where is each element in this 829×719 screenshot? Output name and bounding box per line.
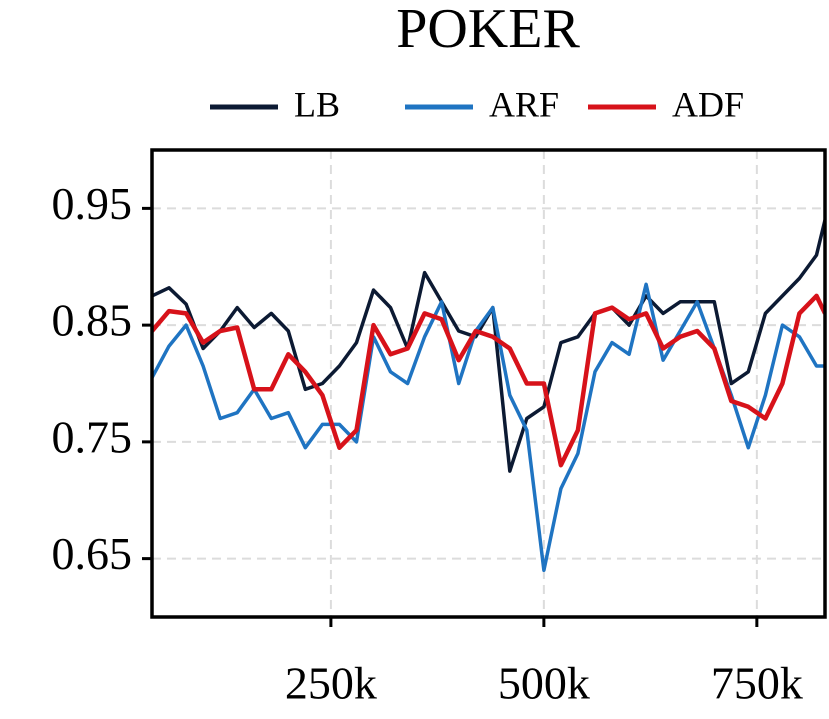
legend-label: LB xyxy=(294,84,340,124)
y-tick-label: 0.85 xyxy=(52,295,133,346)
x-tick-label: 750k xyxy=(711,658,803,709)
y-tick-label: 0.65 xyxy=(52,528,133,579)
x-tick-label: 500k xyxy=(498,658,590,709)
line-series xyxy=(152,293,825,468)
x-tick-label: 250k xyxy=(285,658,377,709)
y-tick-label: 0.95 xyxy=(52,178,133,229)
line-series xyxy=(152,219,825,473)
plot-frame xyxy=(150,148,827,619)
chart-title: POKER xyxy=(396,0,580,60)
legend-label: ARF xyxy=(489,84,559,124)
y-tick-label: 0.75 xyxy=(52,411,133,462)
legend-label: ADF xyxy=(672,84,744,124)
